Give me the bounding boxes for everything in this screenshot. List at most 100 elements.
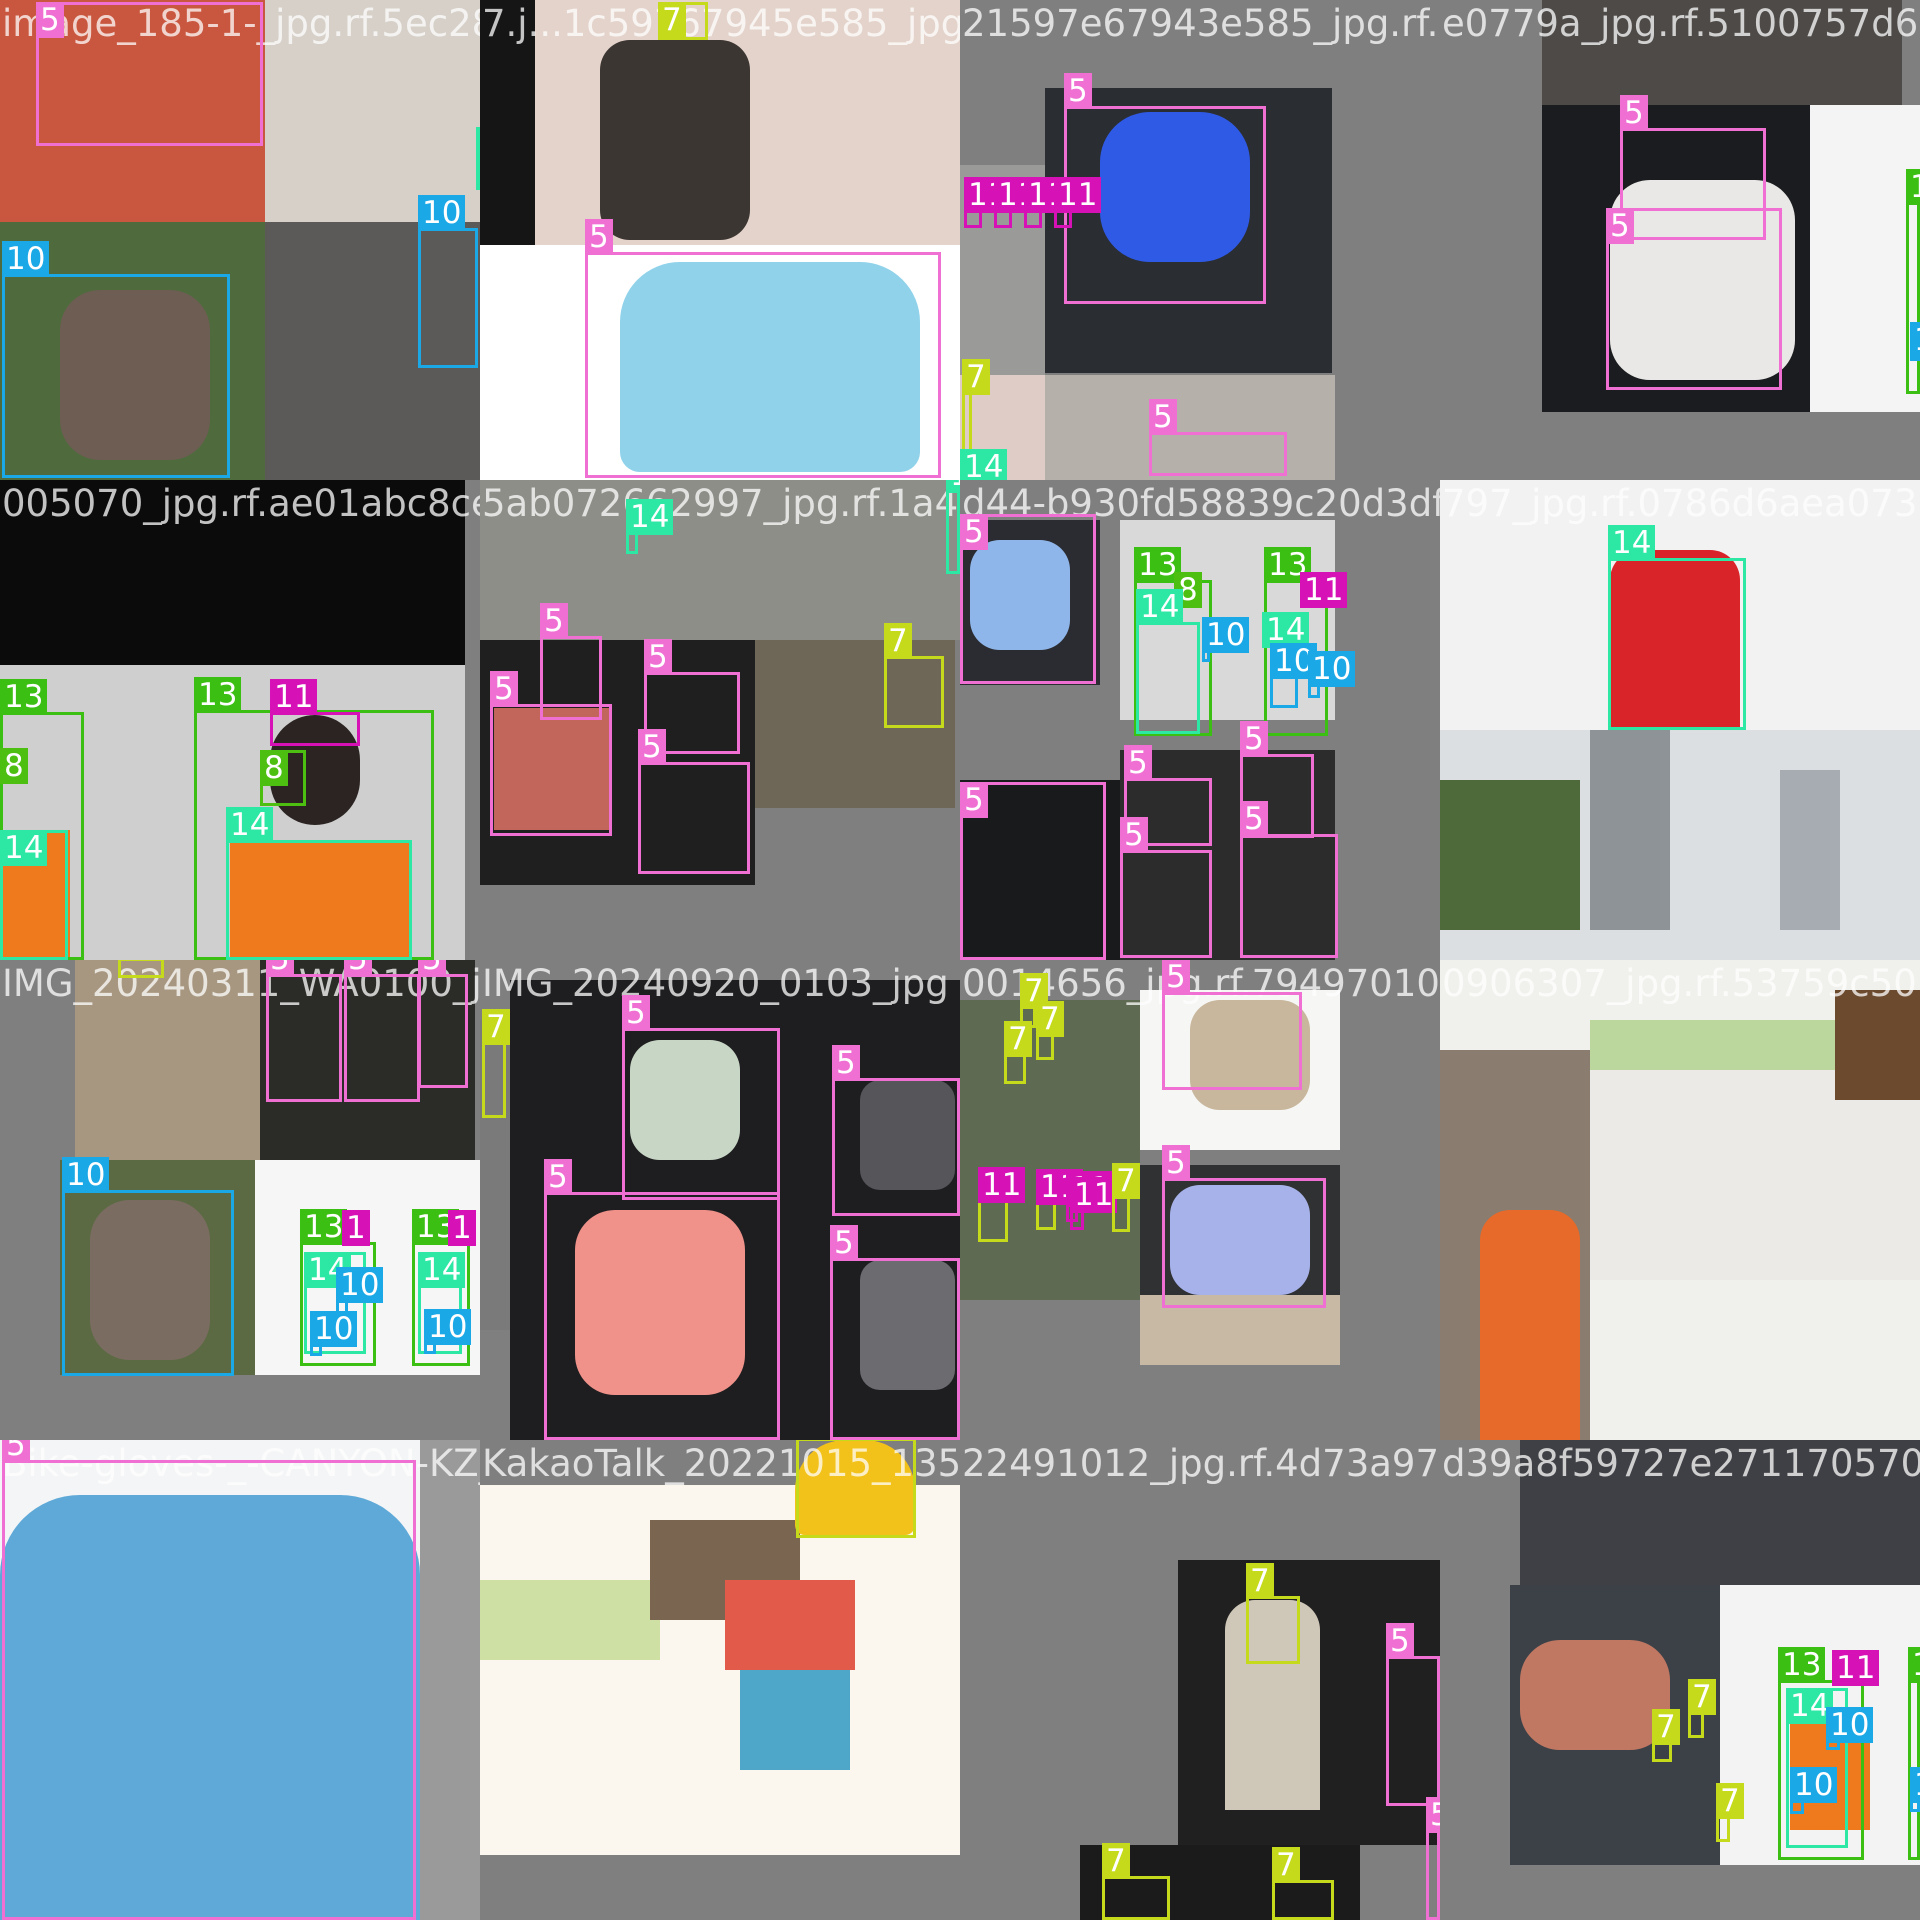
image-patch bbox=[265, 0, 480, 222]
mosaic-tile: e0779a_jpg.rf.5100757d637c2 5 5 13 10 bbox=[1440, 0, 1920, 480]
bbox-class-label: 5 bbox=[1240, 801, 1268, 837]
bbox-class-label: 1 bbox=[448, 1210, 476, 1246]
bbox-class-label: 5 bbox=[2, 1440, 30, 1463]
bbox-class-label: 8 bbox=[260, 750, 288, 786]
bbox-class-label: 5 bbox=[1386, 1623, 1414, 1659]
image-patch bbox=[860, 1260, 955, 1390]
image-patch bbox=[1542, 0, 1902, 105]
image-patch bbox=[420, 1440, 480, 1920]
image-patch bbox=[1590, 1070, 1920, 1280]
bbox-class-label: 5 bbox=[544, 1159, 572, 1195]
image-patch bbox=[1100, 112, 1250, 262]
image-patch bbox=[795, 1440, 915, 1535]
bbox-class-label: 7 bbox=[1102, 1843, 1130, 1879]
image-patch bbox=[1440, 780, 1580, 930]
bbox: 7 bbox=[1112, 1163, 1140, 1232]
bbox-class-label: 13 bbox=[1778, 1647, 1826, 1683]
image-filename: 797_jpg.rf.0786d6aea0736aa bbox=[1442, 482, 1920, 525]
bbox-class-label: 5 bbox=[832, 1045, 860, 1081]
bbox: 7 bbox=[1004, 1021, 1032, 1084]
image-patch bbox=[725, 1580, 855, 1670]
bbox: 10 bbox=[1202, 617, 1250, 662]
bbox: 7 bbox=[1036, 1001, 1064, 1060]
bbox-class-label: 10 bbox=[1308, 651, 1356, 687]
bbox-class-label: 7 bbox=[658, 2, 686, 38]
bbox: 11 bbox=[1036, 1169, 1084, 1230]
bbox: 10 bbox=[1790, 1767, 1838, 1814]
mosaic-tile: IMG_20240311_WA0100_jpg 7 5 5 5 10 13 1 … bbox=[0, 960, 480, 1440]
bbox: 5 bbox=[540, 603, 602, 720]
bbox-class-label: 14 bbox=[418, 1252, 466, 1288]
bbox-class-label: 7 bbox=[482, 1009, 510, 1045]
bbox-class-label: 10 bbox=[418, 195, 466, 231]
bbox: 1 bbox=[342, 1210, 370, 1246]
bbox: 10 bbox=[2, 241, 230, 478]
bbox: 7 bbox=[1102, 1843, 1170, 1920]
bbox-class-label: 5 bbox=[1162, 1145, 1190, 1181]
bbox: 10 bbox=[1826, 1707, 1874, 1750]
bbox-class-label: 13 bbox=[300, 1209, 348, 1245]
mosaic-tile: 21597e67943e585_jpg.rf.a2eae07f9a94dd5 5… bbox=[960, 0, 1440, 480]
image-filename: IMG_20240311_WA0100_jpg bbox=[2, 962, 480, 1005]
bbox: 5 bbox=[1386, 1623, 1440, 1806]
bbox: 7 bbox=[118, 960, 164, 978]
bbox-class-label: 14 bbox=[626, 499, 674, 535]
bbox: 5 bbox=[2, 1440, 416, 1920]
bbox: 5 bbox=[1124, 745, 1212, 846]
bbox: 5 bbox=[544, 1159, 780, 1440]
image-filename: e0779a_jpg.rf.5100757d637c2 bbox=[1442, 2, 1920, 45]
bbox: 11 bbox=[1070, 1177, 1118, 1230]
bbox-class-label: 5 bbox=[266, 960, 294, 977]
bbox: 5 bbox=[644, 639, 740, 754]
bbox: 5 bbox=[1606, 208, 1782, 390]
bbox: 7 bbox=[962, 359, 990, 452]
image-patch bbox=[260, 960, 475, 1160]
bbox-class-label: 5 bbox=[344, 960, 372, 977]
image-patch bbox=[575, 1210, 745, 1395]
bbox-class-label: 5 bbox=[622, 995, 650, 1031]
image-patch bbox=[480, 1580, 660, 1660]
bbox: 14 bbox=[1136, 589, 1200, 734]
bbox: 11 bbox=[994, 177, 1042, 228]
image-filename: 0906307_jpg.rf.53759c501b35 bbox=[1442, 962, 1920, 1005]
bbox: 5 bbox=[1620, 95, 1766, 240]
bbox-class-label: 5 bbox=[1149, 399, 1177, 435]
bbox-class-label: 7 bbox=[962, 359, 990, 395]
image-patch bbox=[1610, 550, 1740, 730]
bbox: 5 bbox=[1240, 721, 1314, 838]
bbox: 7 bbox=[1716, 1783, 1744, 1842]
image-patch bbox=[960, 1000, 1140, 1300]
image-patch bbox=[1480, 1210, 1580, 1440]
bbox: 10 bbox=[336, 1267, 384, 1314]
bbox-class-label: 11 bbox=[978, 1167, 1026, 1203]
mosaic-tile: d39a8f59727e2711705707d 13 11 14 10 10 7… bbox=[1440, 1440, 1920, 1920]
bbox-class-label: 5 bbox=[418, 960, 446, 977]
bbox-class-label: 8 bbox=[0, 748, 28, 784]
mosaic-tile: 5ab072662997_jpg.rf.1a4d19d4 14 5 5 5 5 … bbox=[480, 480, 960, 960]
bbox: 14 bbox=[626, 499, 674, 554]
bbox-class-label: 14 bbox=[1262, 612, 1310, 648]
bbox: 7 bbox=[1688, 1679, 1716, 1738]
bbox-class-label: 5 bbox=[585, 219, 613, 255]
bbox: 11 bbox=[1024, 177, 1072, 228]
bbox-class-label: 7 bbox=[796, 1440, 824, 1441]
bbox: 10 bbox=[424, 1309, 472, 1354]
image-patch bbox=[1170, 1185, 1310, 1295]
bbox-class-label: 7 bbox=[1716, 1783, 1744, 1819]
bbox: 11 bbox=[1300, 572, 1348, 608]
image-patch bbox=[1520, 1640, 1670, 1750]
image-filename: d44-b930fd58839c20d3dfb4 bbox=[962, 482, 1440, 525]
bbox: 7 bbox=[1272, 1847, 1334, 1920]
bbox-class-label: 10 bbox=[62, 1157, 110, 1193]
image-patch bbox=[0, 1495, 420, 1920]
bbox-class-label: 5 bbox=[1620, 95, 1648, 131]
bbox: 13 bbox=[1134, 547, 1212, 736]
bbox-class-label: 14 bbox=[1608, 525, 1656, 561]
bbox-class-label: 5 bbox=[1240, 721, 1268, 757]
bbox: 5 bbox=[1162, 1145, 1326, 1308]
bbox: 14 bbox=[1608, 525, 1746, 730]
bbox: 10 bbox=[1308, 651, 1356, 698]
bbox: 5 bbox=[638, 729, 750, 874]
bbox-class-label: 11 bbox=[1300, 572, 1348, 608]
